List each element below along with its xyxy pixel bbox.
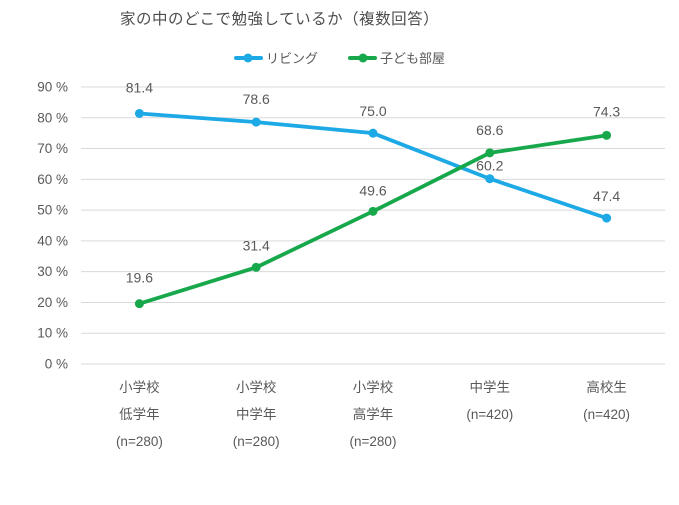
legend-label-kids-room: 子ども部屋 [380, 51, 446, 66]
y-axis-tick-label: 60 % [37, 172, 68, 187]
x-axis-category-label: 小学校中学年(n=280) [233, 379, 280, 449]
data-point [134, 108, 144, 118]
data-point [251, 117, 261, 127]
series-line-1 [137, 133, 609, 306]
y-axis-tick-label: 20 % [37, 295, 68, 310]
data-point-label: 60.2 [476, 158, 503, 174]
chart-legend: リビング 子ども部屋 [0, 48, 679, 67]
data-point [368, 128, 378, 138]
x-axis-category-label: 小学校低学年(n=280) [116, 379, 163, 449]
data-point [251, 262, 261, 272]
y-axis-tick-label: 70 % [37, 141, 68, 156]
y-axis-tick-label: 90 % [37, 80, 68, 95]
data-point [134, 299, 144, 309]
x-axis-category-label: 高校生(n=420) [583, 379, 630, 422]
legend-item-living: リビング [233, 48, 318, 67]
y-axis-tick-label: 0 % [45, 357, 68, 372]
x-axis-category-label: 小学校高学年(n=280) [350, 379, 397, 449]
legend-line-marker-living [233, 53, 263, 62]
legend-item-kids-room: 子ども部屋 [348, 48, 445, 67]
y-axis-tick-label: 50 % [37, 203, 68, 218]
data-point [602, 130, 612, 140]
data-point [602, 213, 612, 223]
legend-dot-marker-kids-room [358, 53, 367, 62]
data-point [368, 206, 378, 216]
y-axis-tick-label: 40 % [37, 233, 68, 248]
legend-label-living: リビング [265, 51, 318, 66]
data-point-label: 47.4 [593, 188, 620, 204]
data-point-label: 49.6 [359, 182, 386, 198]
data-point-label: 75.0 [359, 103, 386, 119]
x-axis-category-label: 中学生(n=420) [466, 380, 513, 422]
legend-dot-marker-living [243, 53, 253, 62]
legend-line-marker-kids-room [348, 53, 377, 62]
data-point-label: 81.4 [126, 79, 153, 95]
data-point-label: 68.6 [476, 122, 503, 138]
data-point-label: 78.6 [243, 91, 270, 107]
y-axis-tick-label: 30 % [37, 264, 68, 279]
data-point [485, 174, 495, 184]
data-point-label: 74.3 [593, 103, 620, 119]
y-axis-tick-label: 10 % [37, 326, 68, 341]
data-point-label: 19.6 [126, 270, 153, 286]
chart-title: 家の中のどこで勉強しているか（複数回答） [120, 11, 440, 28]
data-point-label: 31.4 [243, 237, 270, 253]
y-axis-tick-label: 80 % [37, 110, 68, 125]
data-point [485, 148, 495, 158]
